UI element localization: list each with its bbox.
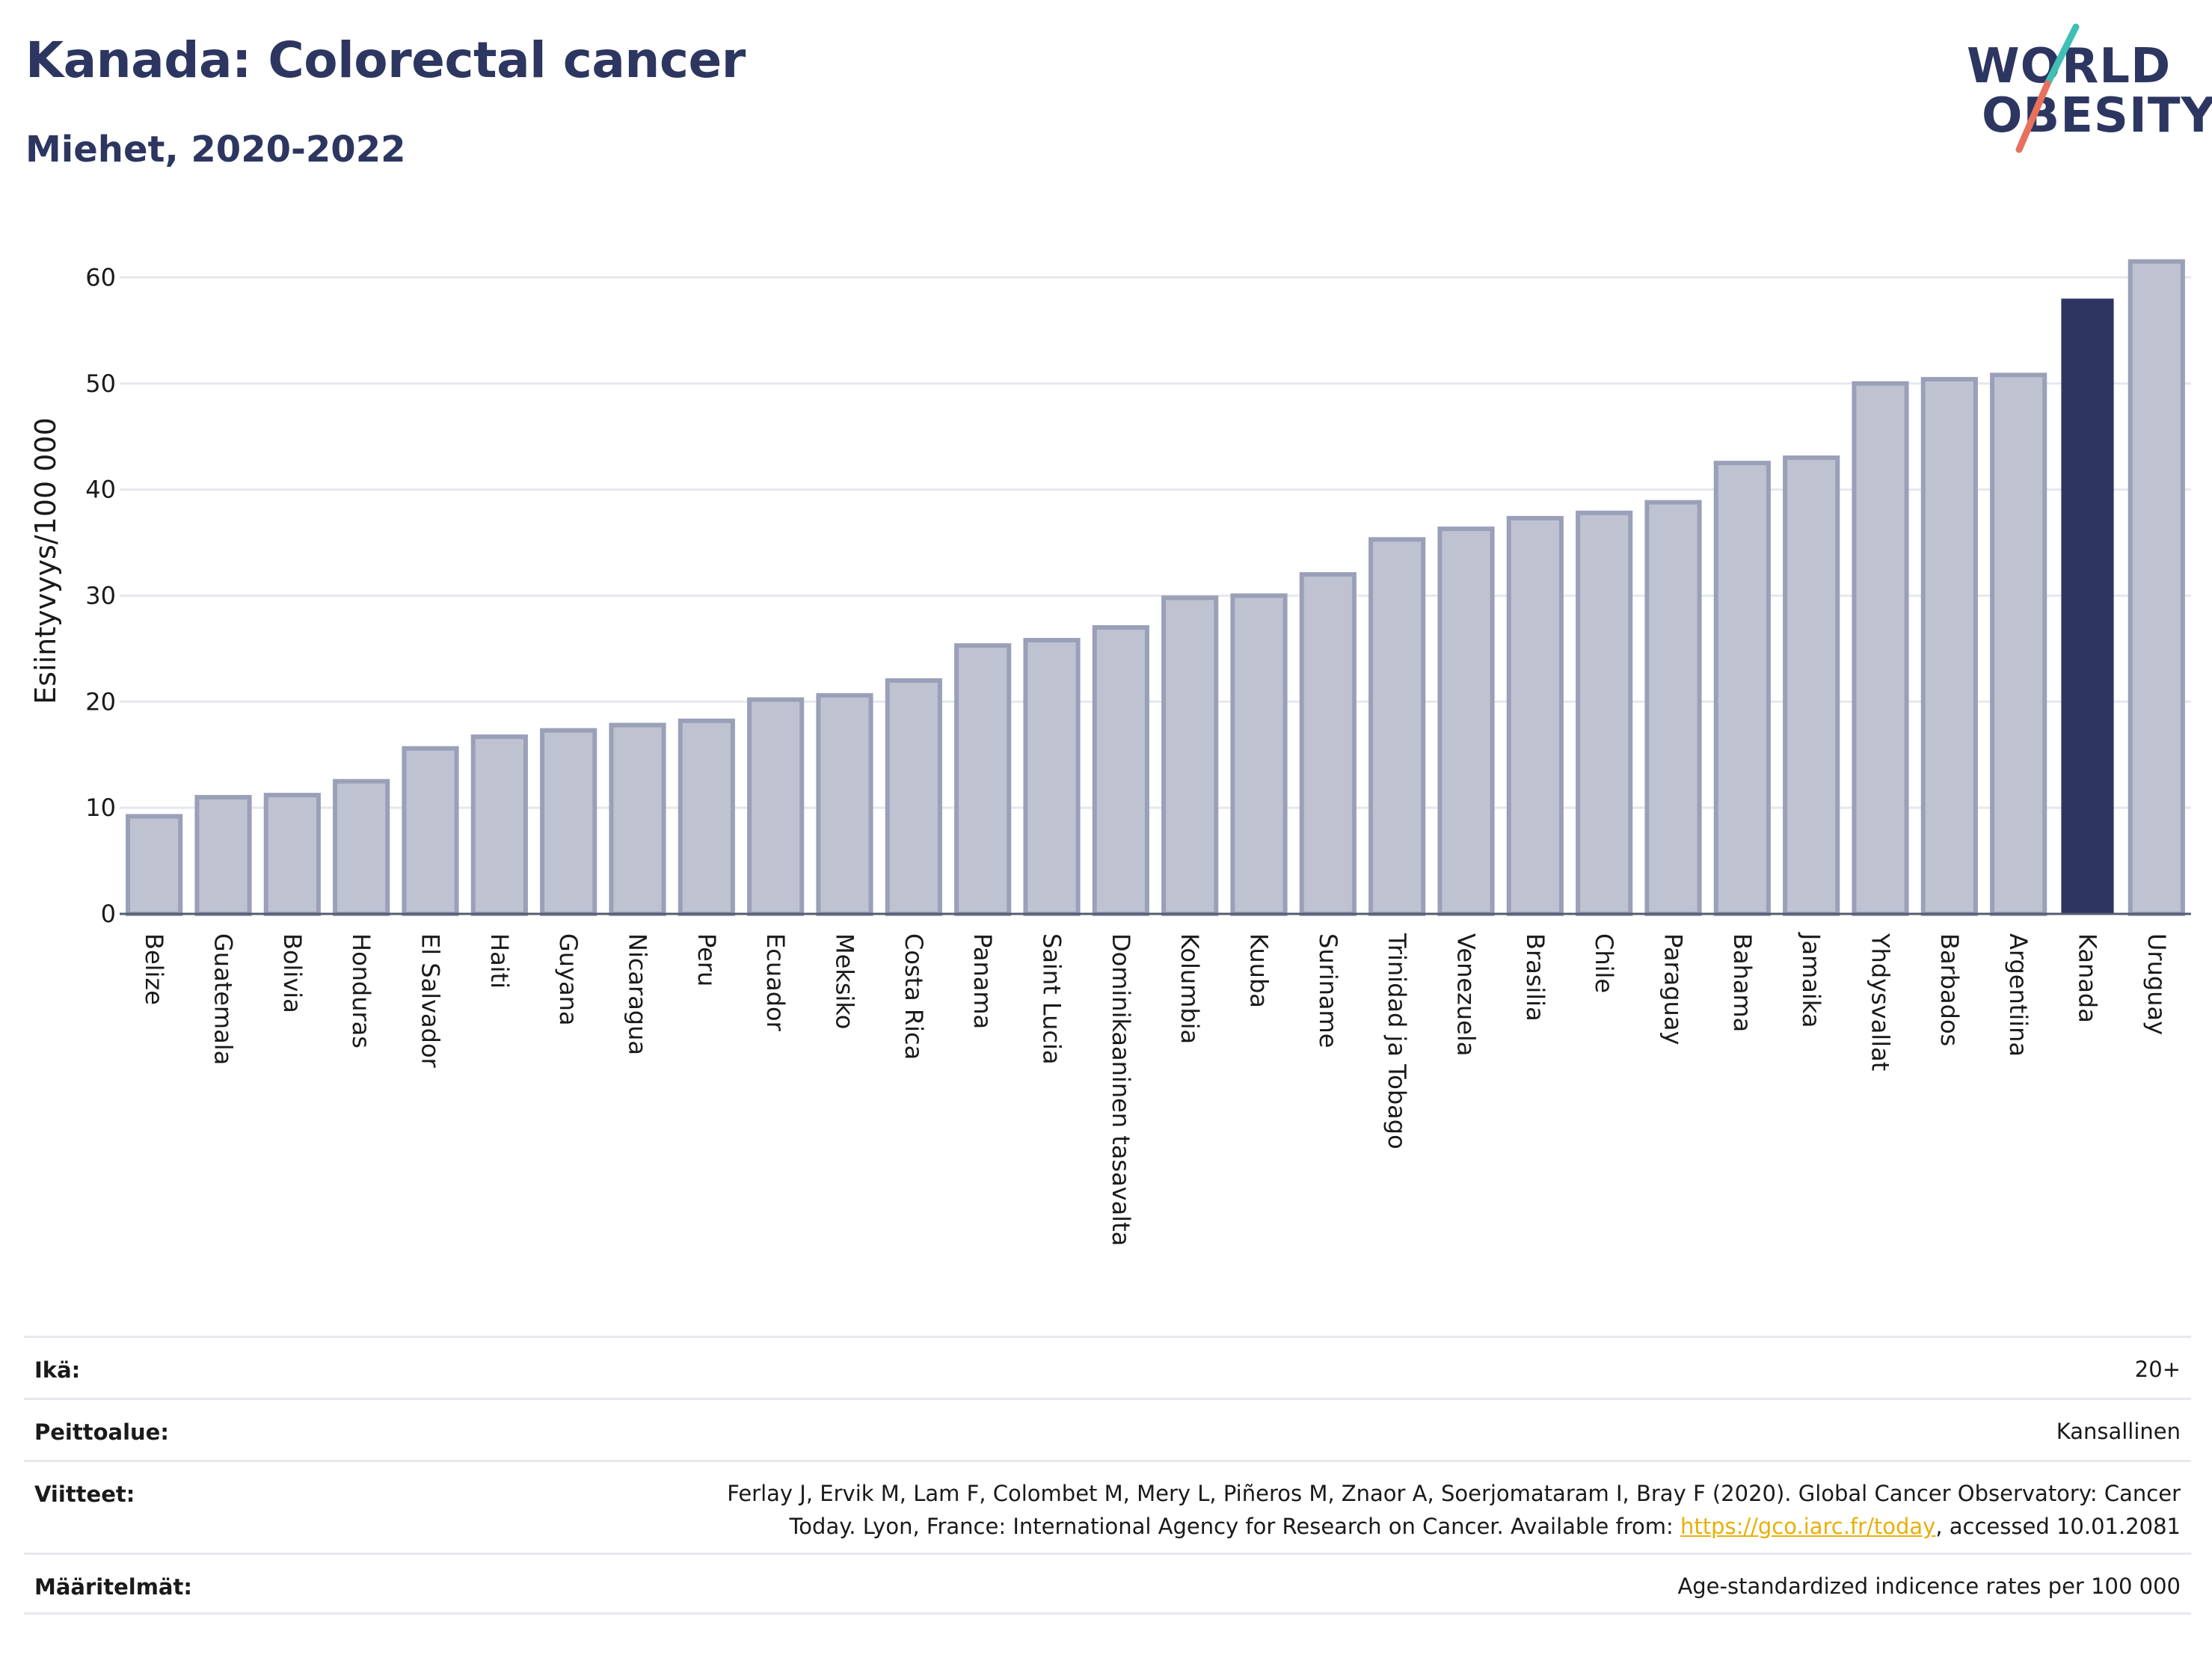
bar bbox=[333, 779, 390, 916]
x-tick-label: Paraguay bbox=[1659, 933, 1688, 1045]
page-subtitle: Miehet, 2020-2022 bbox=[25, 129, 406, 171]
logo-slash-icon bbox=[2015, 23, 2080, 153]
footer-value-definitions: Age-standardized indicence rates per 100… bbox=[1677, 1573, 2181, 1599]
footer-value-references: Ferlay J, Ervik M, Lam F, Colombet M, Me… bbox=[727, 1477, 2181, 1543]
x-tick-label: Venezuela bbox=[1452, 933, 1481, 1056]
x-tick-label: El Salvador bbox=[417, 933, 445, 1069]
page-title: Kanada: Colorectal cancer bbox=[25, 31, 746, 89]
x-tick-label: Brasilia bbox=[1521, 933, 1549, 1022]
y-tick-label: 10 bbox=[85, 793, 116, 822]
bar bbox=[402, 746, 459, 916]
bar bbox=[1092, 625, 1149, 916]
bars bbox=[126, 259, 2185, 917]
reference-line-2-end: , accessed 10.01.2081 bbox=[1935, 1514, 2181, 1539]
x-tick-label: Peru bbox=[692, 933, 721, 986]
footer-key-references: Viitteet: bbox=[34, 1481, 135, 1507]
bar bbox=[1230, 593, 1288, 916]
x-tick-label: Meksiko bbox=[831, 933, 859, 1029]
bar bbox=[1920, 377, 1978, 916]
x-tick-label: Kanada bbox=[2074, 933, 2102, 1023]
x-tick-label: Nicaragua bbox=[624, 933, 652, 1055]
bar bbox=[1368, 537, 1426, 916]
x-tick-label: Panama bbox=[968, 933, 997, 1029]
x-tick-label: Guyana bbox=[554, 933, 583, 1026]
bar bbox=[1713, 461, 1771, 916]
bar bbox=[816, 693, 873, 916]
bar bbox=[126, 814, 183, 917]
footer-value-age: 20+ bbox=[2134, 1357, 2181, 1382]
y-tick-label: 50 bbox=[85, 369, 116, 398]
x-tick-label: Trinidad ja Tobago bbox=[1383, 933, 1411, 1149]
x-tick-label: Bolivia bbox=[278, 933, 307, 1013]
bar bbox=[1576, 510, 1633, 916]
y-tick-label: 30 bbox=[85, 581, 116, 610]
x-tick-label: Kuuba bbox=[1245, 933, 1274, 1008]
bar bbox=[1990, 372, 2047, 917]
bar bbox=[194, 794, 252, 916]
x-tick-label: Ecuador bbox=[761, 933, 790, 1032]
x-tick-label: Barbados bbox=[1935, 933, 1964, 1046]
bar bbox=[609, 722, 666, 917]
y-tick-label: 20 bbox=[85, 687, 116, 716]
reference-link[interactable]: https://gco.iarc.fr/today bbox=[1680, 1514, 1936, 1539]
axes: 0 10 20 30 40 50 60 bbox=[85, 263, 2191, 928]
footer-key-age: Ikä: bbox=[34, 1357, 81, 1383]
x-tick-label: Haiti bbox=[485, 933, 514, 989]
footer-row-coverage: Peittoalue: Kansallinen bbox=[24, 1398, 2191, 1460]
x-tick-label: Suriname bbox=[1314, 933, 1342, 1048]
x-tick-label: Uruguay bbox=[2142, 933, 2171, 1035]
footer-row-age: Ikä: 20+ bbox=[24, 1336, 2191, 1398]
category-labels: Belize Guatemala Bolivia Honduras El Salvado… bbox=[140, 932, 2171, 1246]
world-obesity-logo: WORLD OBESITY bbox=[1952, 22, 2212, 157]
footer-key-coverage: Peittoalue: bbox=[34, 1419, 169, 1445]
reference-line-2-start: Today. Lyon, France: International Agenc… bbox=[789, 1514, 1680, 1539]
bar bbox=[1161, 595, 1219, 916]
x-tick-label: Guatemala bbox=[209, 933, 238, 1065]
footer-row-definitions: Määritelmät: Age-standardized indicence … bbox=[24, 1553, 2191, 1615]
x-tick-label: Bahama bbox=[1728, 933, 1757, 1032]
bar-chart: 0 10 20 30 40 50 60 Belize Guatemala Bolivia Hond… bbox=[29, 259, 2191, 1246]
bar bbox=[954, 643, 1012, 916]
x-tick-label: Honduras bbox=[347, 933, 375, 1048]
bar bbox=[1437, 526, 1495, 916]
bar bbox=[747, 697, 805, 916]
x-tick-label: Chile bbox=[1590, 933, 1618, 993]
footer-key-definitions: Määritelmät: bbox=[34, 1574, 192, 1600]
grid-lines bbox=[120, 276, 2191, 809]
x-tick-label: Belize bbox=[140, 933, 168, 1005]
footer-row-references: Viitteet: Ferlay J, Ervik M, Lam F, Colo… bbox=[24, 1460, 2191, 1553]
x-tick-label: Argentiina bbox=[2004, 933, 2033, 1057]
logo-line-2: OBESITY bbox=[1982, 88, 2212, 144]
footer-value-coverage: Kansallinen bbox=[2056, 1419, 2181, 1444]
bar bbox=[885, 678, 942, 916]
bar bbox=[470, 734, 528, 917]
bar bbox=[1506, 515, 1564, 916]
bar bbox=[540, 728, 597, 916]
y-tick-label: 0 bbox=[101, 900, 116, 928]
bar bbox=[2127, 259, 2185, 916]
y-axis-label: Esiintyvyys/100 000 bbox=[29, 417, 62, 704]
bar bbox=[1299, 572, 1357, 916]
bar bbox=[1783, 455, 1840, 916]
x-tick-label: Kolumbia bbox=[1176, 933, 1204, 1044]
bar bbox=[1023, 638, 1081, 916]
metadata-table: Ikä: 20+ Peittoalue: Kansallinen Viittee… bbox=[24, 1336, 2191, 1615]
x-tick-label: Costa Rica bbox=[900, 933, 928, 1060]
reference-line-1: Ferlay J, Ervik M, Lam F, Colombet M, Me… bbox=[727, 1481, 2181, 1506]
x-tick-label: Dominikaaninen tasavalta bbox=[1107, 933, 1135, 1246]
y-tick-label: 40 bbox=[85, 476, 116, 504]
bar bbox=[263, 793, 321, 917]
x-tick-label: Jamaika bbox=[1797, 932, 1825, 1028]
x-tick-label: Yhdysvallat bbox=[1867, 933, 1895, 1071]
bar bbox=[678, 718, 735, 917]
bar-highlight bbox=[2061, 298, 2114, 914]
x-tick-label: Saint Lucia bbox=[1038, 933, 1066, 1064]
bar bbox=[1644, 500, 1702, 916]
y-tick-label: 60 bbox=[85, 263, 116, 292]
bar bbox=[1852, 381, 1909, 916]
